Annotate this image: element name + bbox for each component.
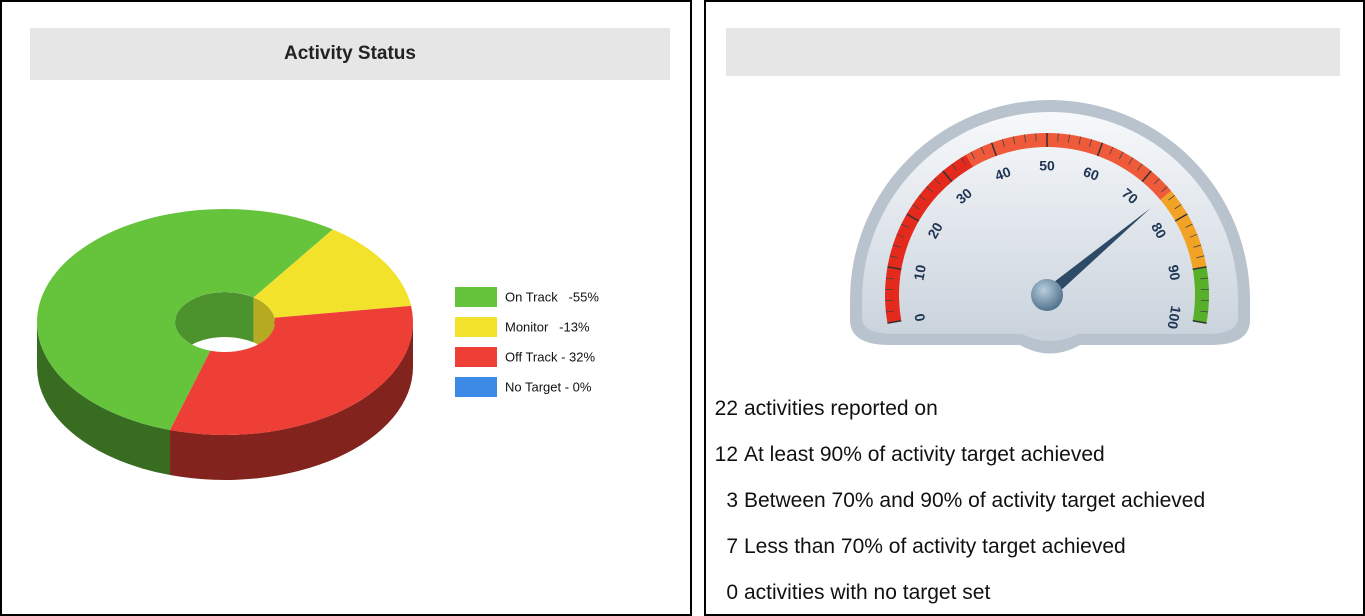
gauge-tick-label: 90 [1165,263,1183,281]
legend-swatch [455,377,497,397]
stat-row: 22 activities reported on [710,397,938,421]
gauge-band [1193,267,1209,323]
legend-swatch [455,347,497,367]
gauge-tick-label: 10 [910,263,928,281]
stat-row: 3 Between 70% and 90% of activity target … [710,489,1205,513]
stat-count: 3 [710,489,738,513]
stat-count: 7 [710,535,738,559]
legend-label: No Target - 0% [505,379,592,394]
legend-swatch [455,287,497,307]
stat-label: activities reported on [744,397,938,420]
stat-label: activities with no target set [744,581,990,604]
stat-row: 7 Less than 70% of activity target achiev… [710,535,1126,559]
stat-label: Less than 70% of activity target achieve… [744,535,1126,558]
stat-row: 12 At least 90% of activity target achiev… [710,443,1105,467]
legend-label: On Track -55% [505,289,599,304]
gauge-minor-tick [1058,133,1059,141]
stat-row: 0 activities with no target set [710,581,990,605]
stat-label: At least 90% of activity target achieved [744,443,1105,466]
legend-label: Off Track - 32% [505,349,596,364]
stat-count: 0 [710,581,738,605]
stat-count: 12 [710,443,738,467]
legend-label: Monitor -13% [505,319,590,334]
gauge-tick-label: 50 [1039,158,1055,174]
page: Activity Status On Track -55%Monitor -13… [0,0,1365,616]
charts: On Track -55% Monitor -13% Off Track - 32%… [0,0,1365,616]
gauge-cap [1031,279,1063,311]
stat-count: 22 [710,397,738,421]
stat-label: Between 70% and 90% of activity target a… [744,489,1205,512]
gauge-minor-tick [1036,133,1037,141]
legend-swatch [455,317,497,337]
